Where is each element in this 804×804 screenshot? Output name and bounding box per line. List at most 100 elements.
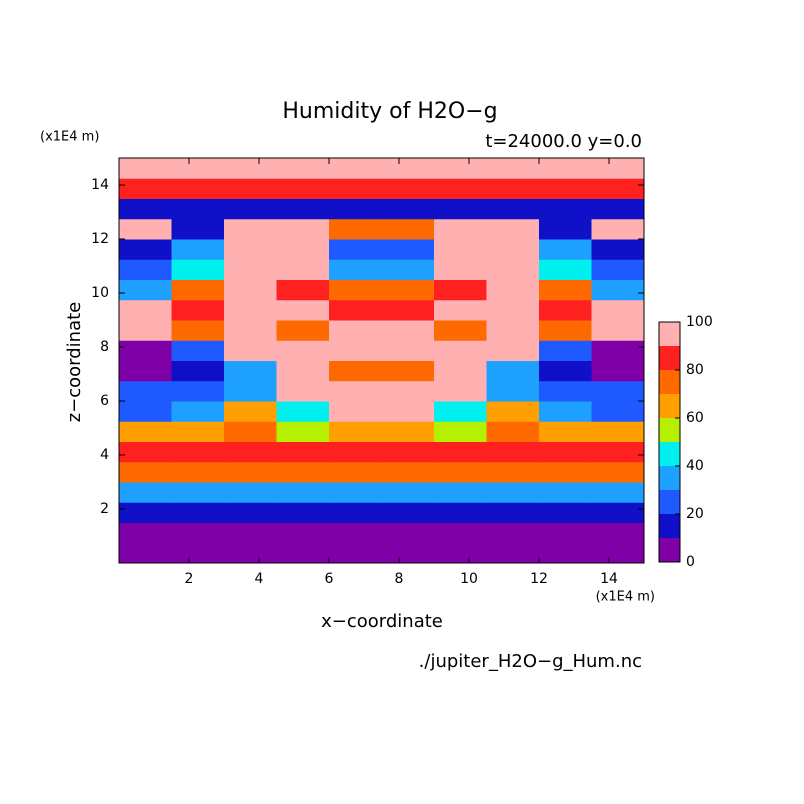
contour-cell — [224, 380, 277, 402]
contour-cell — [171, 340, 225, 361]
contour-cell — [486, 340, 540, 361]
contour-cell — [119, 441, 172, 463]
contour-cell — [381, 259, 435, 280]
contour-cell — [171, 441, 225, 463]
y-tick-label: 14 — [91, 177, 109, 193]
contour-cell — [486, 320, 540, 341]
contour-cell — [591, 279, 645, 301]
contour-cell — [434, 380, 487, 402]
colorbar-tick-label: 20 — [686, 506, 704, 522]
contour-cell — [591, 320, 645, 341]
contour-cell — [171, 380, 225, 402]
contour-cell — [486, 502, 540, 523]
contour-cell — [224, 441, 277, 463]
x-tick-label: 10 — [460, 571, 478, 587]
contour-cell — [276, 239, 330, 260]
contour-cell — [119, 340, 172, 361]
contour-cell — [171, 482, 225, 503]
y-tick-label: 6 — [100, 393, 109, 409]
contour-cell — [276, 198, 330, 220]
contour-cell — [539, 461, 592, 483]
contour-cell — [434, 502, 487, 523]
contour-cell — [329, 340, 382, 361]
x-tick-label: 4 — [255, 571, 264, 587]
contour-cell — [119, 461, 172, 483]
contour-cell — [381, 340, 435, 361]
contour-cell — [224, 239, 277, 260]
contour-cell — [591, 401, 645, 422]
contour-cell — [486, 198, 540, 220]
contour-cell — [539, 340, 592, 361]
contour-cell — [539, 218, 592, 240]
contour-cell — [171, 461, 225, 483]
contour-cell — [329, 360, 382, 382]
contour-cell — [329, 542, 382, 564]
contour-cell — [276, 279, 330, 301]
contour-cell — [381, 502, 435, 523]
y-tick-label: 10 — [91, 285, 109, 301]
contour-cell — [119, 401, 172, 422]
y-tick-label: 12 — [91, 231, 109, 247]
contour-cell — [381, 401, 435, 422]
contour-cell — [224, 320, 277, 341]
contour-cell — [119, 421, 172, 442]
colorbar-segment — [659, 322, 680, 346]
contour-cell — [434, 198, 487, 220]
contour-cell — [224, 522, 277, 544]
contour-cell — [486, 401, 540, 422]
contour-cell — [434, 542, 487, 564]
contour-cell — [486, 158, 540, 179]
contour-cell — [434, 401, 487, 422]
contour-cell — [276, 461, 330, 483]
contour-cell — [224, 178, 277, 199]
contour-cell — [539, 502, 592, 523]
contour-cell — [119, 542, 172, 564]
contour-cell — [276, 380, 330, 402]
contour-cell — [434, 421, 487, 442]
contour-cell — [329, 482, 382, 503]
contour-cell — [224, 401, 277, 422]
contour-cell — [381, 441, 435, 463]
contour-cell — [224, 299, 277, 321]
contour-cell — [539, 158, 592, 179]
contour-cell — [276, 522, 330, 544]
contour-cell — [591, 441, 645, 463]
y-tick-label: 2 — [100, 501, 109, 517]
contour-cell — [539, 542, 592, 564]
contour-cell — [434, 299, 487, 321]
contour-cell — [276, 259, 330, 280]
y-tick-label: 8 — [100, 339, 109, 355]
contour-cell — [381, 218, 435, 240]
contour-cell — [276, 360, 330, 382]
colorbar-frame — [658, 321, 681, 563]
contour-cell — [276, 502, 330, 523]
contour-cell — [486, 178, 540, 199]
contour-cell — [539, 198, 592, 220]
contour-cell — [224, 542, 277, 564]
colorbar-segment — [659, 538, 680, 562]
contour-cell — [486, 218, 540, 240]
contour-cell — [171, 259, 225, 280]
contour-cell — [591, 259, 645, 280]
footnote: ./jupiter_H2O−g_Hum.nc — [419, 651, 642, 672]
contour-cell — [591, 218, 645, 240]
contour-cell — [381, 198, 435, 220]
contour-cell — [276, 401, 330, 422]
contour-cell — [329, 401, 382, 422]
contour-cell — [381, 461, 435, 483]
contour-cell — [119, 360, 172, 382]
contour-cell — [329, 218, 382, 240]
contour-cell — [539, 279, 592, 301]
contour-cell — [329, 421, 382, 442]
x-axis-label: x−coordinate — [321, 611, 443, 632]
contour-cell — [171, 421, 225, 442]
contour-cell — [381, 239, 435, 260]
contour-cell — [434, 218, 487, 240]
contour-cell — [329, 178, 382, 199]
contour-cell — [276, 218, 330, 240]
contour-cell — [381, 522, 435, 544]
contour-cell — [486, 239, 540, 260]
contour-cell — [119, 218, 172, 240]
contour-cell — [591, 340, 645, 361]
